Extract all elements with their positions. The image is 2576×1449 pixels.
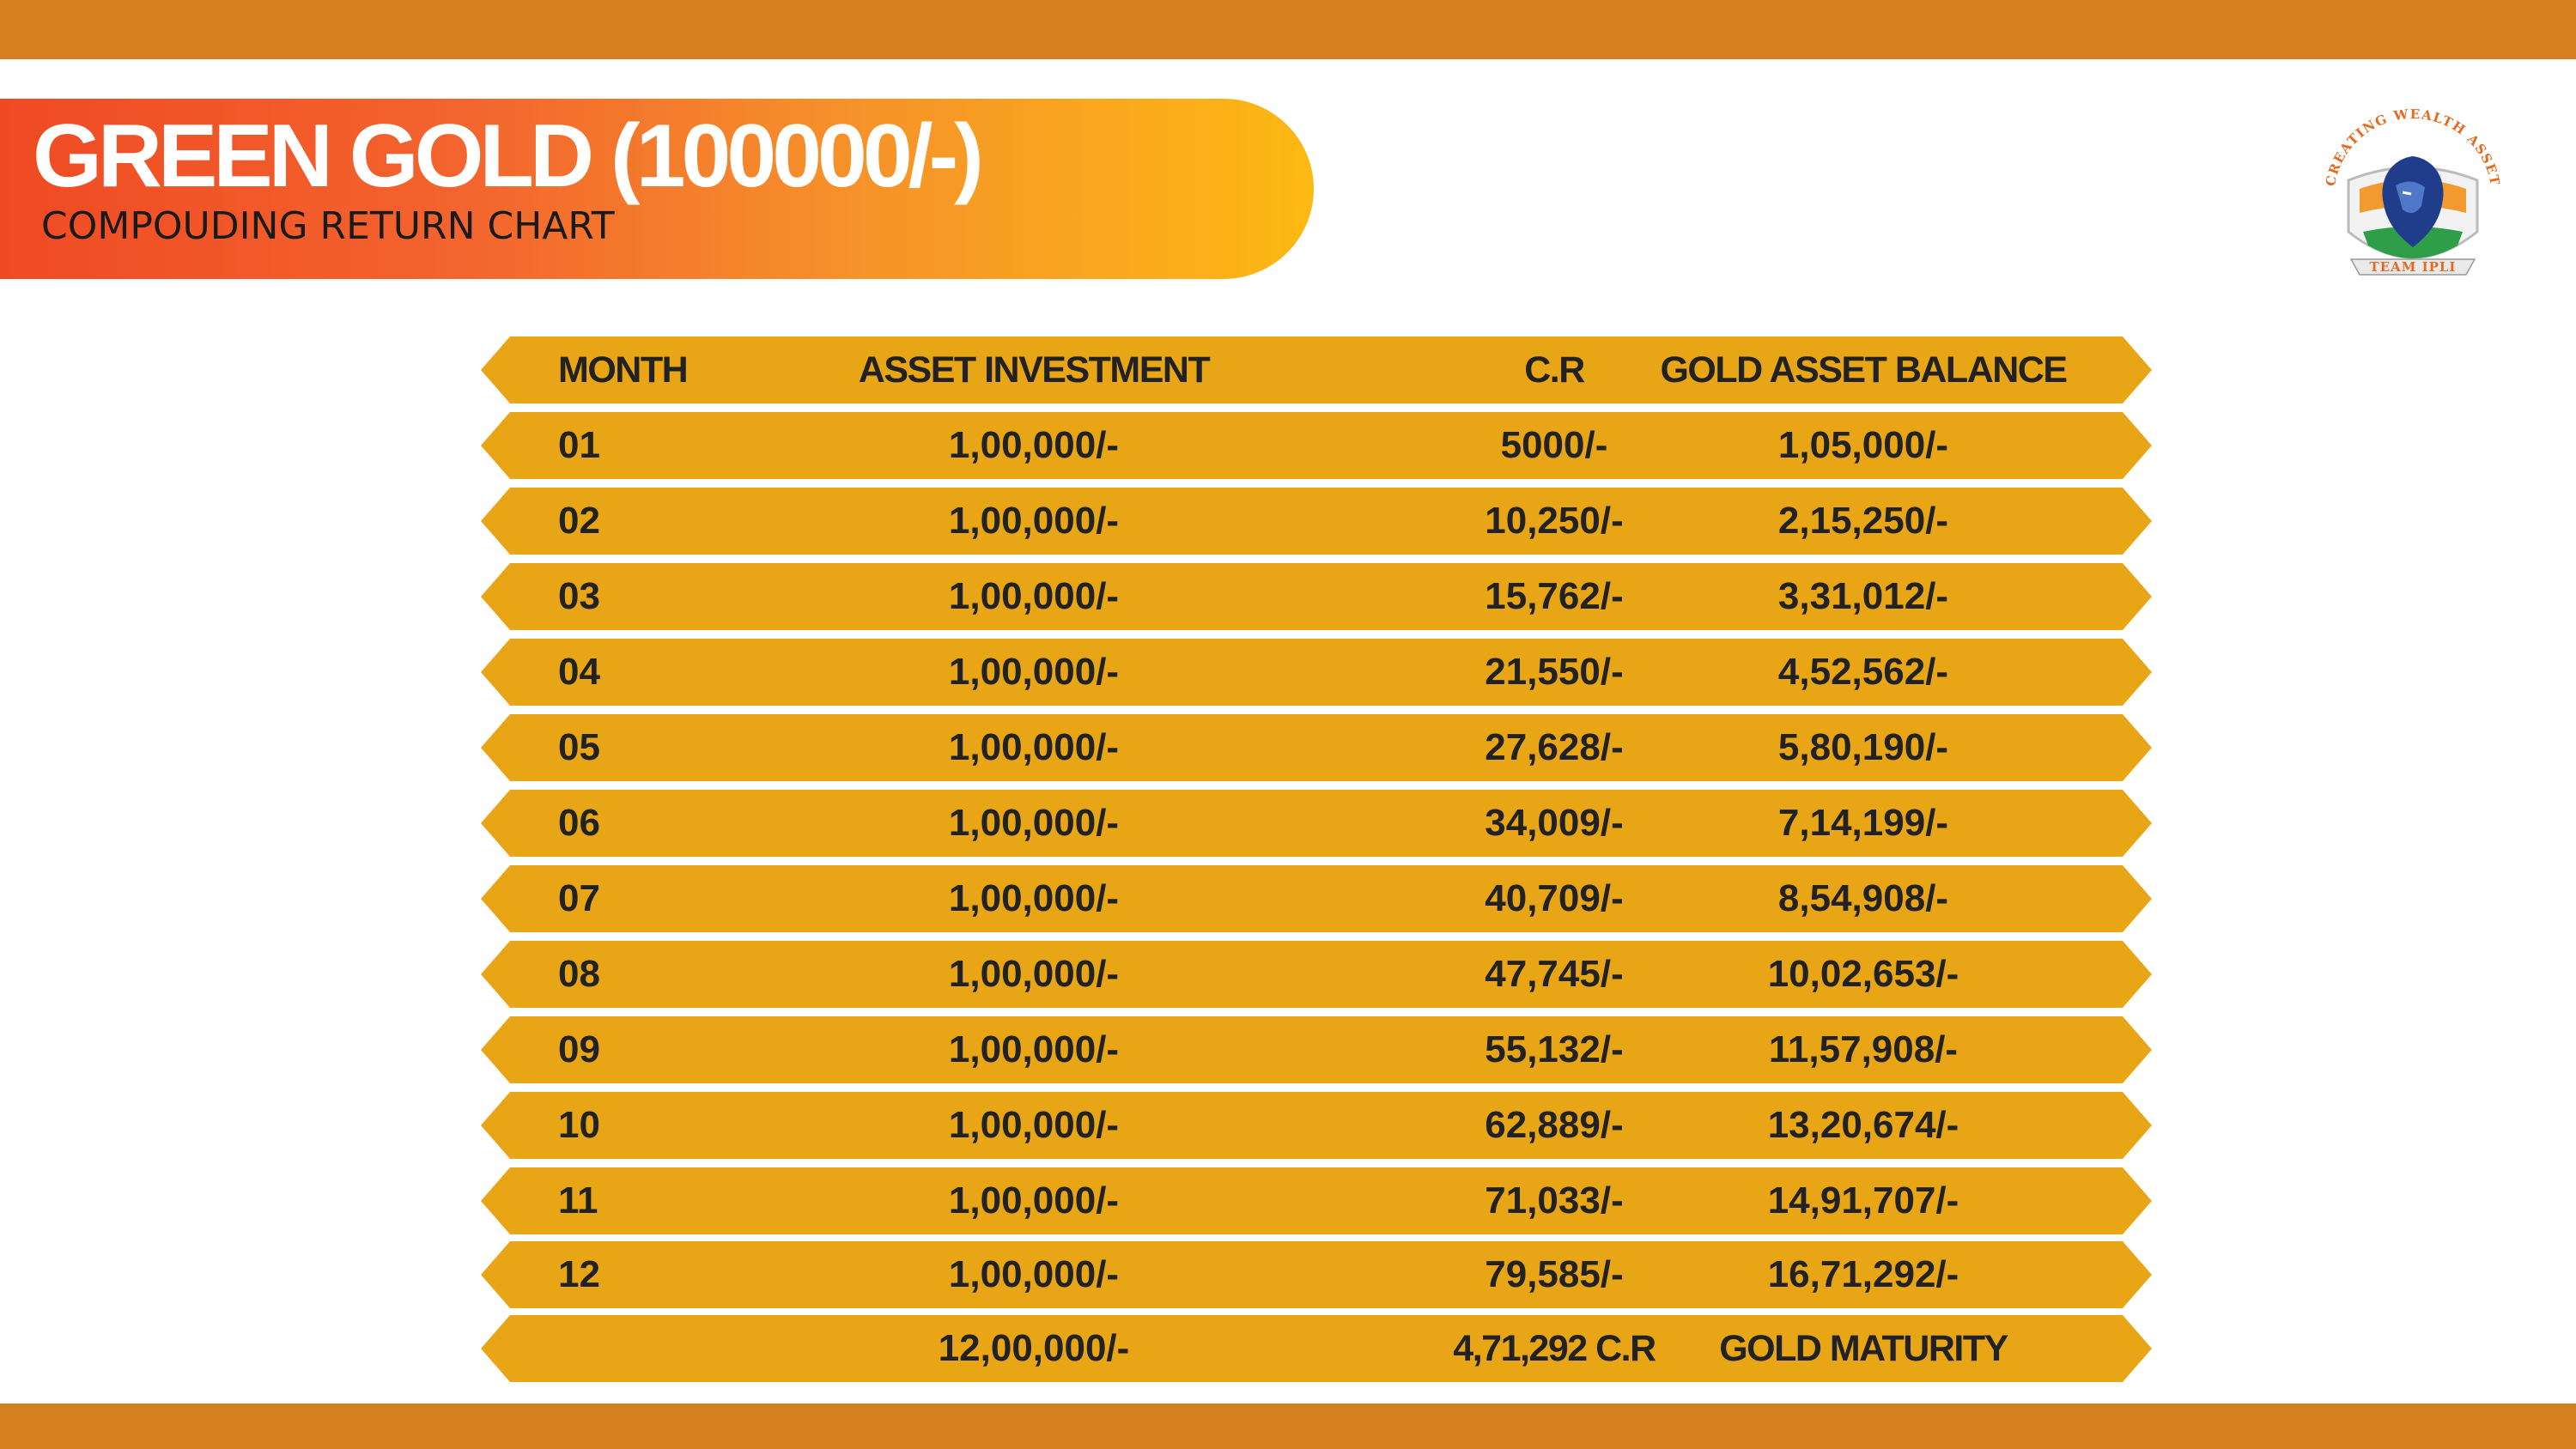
balance-cell: 16,71,292/- [1767, 1253, 1959, 1295]
page-subtitle: COMPOUDING RETURN CHART [41, 204, 615, 248]
balance-cell: 10,02,653/- [1767, 953, 1959, 995]
balance-cell: 13,20,674/- [1767, 1104, 1959, 1146]
table-total-row: 12,00,000/- 4,71,292 C.R GOLD MATURITY [481, 1315, 2152, 1382]
investment-cell: 1,00,000/- [948, 651, 1120, 693]
month-cell: 06 [558, 802, 600, 844]
month-cell: 04 [558, 651, 600, 693]
column-header-asset-investment: ASSET INVESTMENT [858, 349, 1211, 391]
cr-cell: 10,250/- [1485, 500, 1624, 542]
month-cell: 08 [558, 953, 600, 995]
investment-cell: 1,00,000/- [948, 726, 1120, 768]
table-row: 05 1,00,000/- 27,628/- 5,80,190/- [481, 714, 2152, 781]
table-row: 11 1,00,000/- 71,033/- 14,91,707/- [481, 1167, 2152, 1234]
investment-cell: 1,00,000/- [948, 424, 1120, 466]
month-cell: 10 [558, 1104, 600, 1146]
table-row: 02 1,00,000/- 10,250/- 2,15,250/- [481, 488, 2152, 555]
top-accent-bar [0, 0, 2576, 59]
month-cell: 09 [558, 1028, 600, 1070]
balance-cell: 5,80,190/- [1777, 726, 1949, 768]
cr-cell: 55,132/- [1485, 1028, 1624, 1070]
investment-cell: 1,00,000/- [948, 802, 1120, 844]
balance-cell: 4,52,562/- [1777, 651, 1949, 693]
balance-cell: 7,14,199/- [1777, 802, 1949, 844]
month-cell: 07 [558, 877, 600, 919]
investment-cell: 1,00,000/- [948, 1104, 1120, 1146]
logo-ribbon-text: TEAM IPLI [2370, 259, 2457, 275]
month-cell: 05 [558, 726, 600, 768]
table-row: 08 1,00,000/- 47,745/- 10,02,653/- [481, 941, 2152, 1008]
total-investment-cell: 12,00,000/- [938, 1327, 1130, 1369]
table-header-row: MONTH ASSET INVESTMENT C.R GOLD ASSET BA… [481, 336, 2152, 403]
investment-cell: 1,00,000/- [948, 575, 1120, 617]
cr-cell: 5000/- [1500, 424, 1608, 466]
gold-maturity-cell: GOLD MATURITY [1719, 1328, 2008, 1369]
investment-cell: 1,00,000/- [948, 953, 1120, 995]
table-row: 07 1,00,000/- 40,709/- 8,54,908/- [481, 865, 2152, 932]
month-cell: 11 [558, 1179, 598, 1222]
cr-cell: 71,033/- [1485, 1179, 1624, 1222]
balance-cell: 1,05,000/- [1777, 424, 1949, 466]
investment-cell: 1,00,000/- [948, 500, 1120, 542]
cr-cell: 15,762/- [1485, 575, 1624, 617]
cr-cell: 34,009/- [1485, 802, 1624, 844]
month-cell: 02 [558, 500, 600, 542]
investment-cell: 1,00,000/- [948, 877, 1120, 919]
table-row: 04 1,00,000/- 21,550/- 4,52,562/- [481, 639, 2152, 706]
bottom-accent-bar [0, 1404, 2576, 1449]
investment-cell: 1,00,000/- [948, 1028, 1120, 1070]
title-banner [0, 99, 1314, 279]
month-cell: 03 [558, 575, 600, 617]
balance-cell: 11,57,908/- [1768, 1028, 1959, 1070]
month-cell: 01 [558, 424, 600, 466]
table-row: 01 1,00,000/- 5000/- 1,05,000/- [481, 412, 2152, 479]
column-header-gold-asset-balance: GOLD ASSET BALANCE [1660, 349, 2068, 391]
balance-cell: 8,54,908/- [1777, 877, 1949, 919]
column-header-cr: C.R [1524, 349, 1585, 391]
balance-cell: 14,91,707/- [1767, 1179, 1959, 1222]
page-title: GREEN GOLD (100000/-) [33, 106, 984, 206]
table-row: 09 1,00,000/- 55,132/- 11,57,908/- [481, 1016, 2152, 1083]
cr-cell: 47,745/- [1485, 953, 1624, 995]
cr-cell: 40,709/- [1485, 877, 1624, 919]
column-header-month: MONTH [558, 349, 689, 391]
cr-cell: 79,585/- [1485, 1253, 1624, 1295]
table-row: 10 1,00,000/- 62,889/- 13,20,674/- [481, 1092, 2152, 1159]
cr-cell: 27,628/- [1485, 726, 1624, 768]
cr-cell: 21,550/- [1485, 651, 1624, 693]
table-row: 06 1,00,000/- 34,009/- 7,14,199/- [481, 790, 2152, 857]
cr-cell: 62,889/- [1485, 1104, 1624, 1146]
team-logo: CREATING WEALTH ASSET TEAM IPLI [2323, 106, 2502, 276]
investment-cell: 1,00,000/- [948, 1179, 1120, 1222]
balance-cell: 3,31,012/- [1777, 575, 1949, 617]
table-row: 03 1,00,000/- 15,762/- 3,31,012/- [481, 563, 2152, 630]
total-cr-cell: 4,71,292 C.R [1453, 1328, 1656, 1369]
month-cell: 12 [558, 1253, 600, 1295]
table-row: 12 1,00,000/- 79,585/- 16,71,292/- [481, 1241, 2152, 1308]
logo-ribbon [2349, 258, 2476, 276]
investment-cell: 1,00,000/- [948, 1253, 1120, 1295]
lion-head-icon [2382, 156, 2444, 247]
balance-cell: 2,15,250/- [1777, 500, 1949, 542]
